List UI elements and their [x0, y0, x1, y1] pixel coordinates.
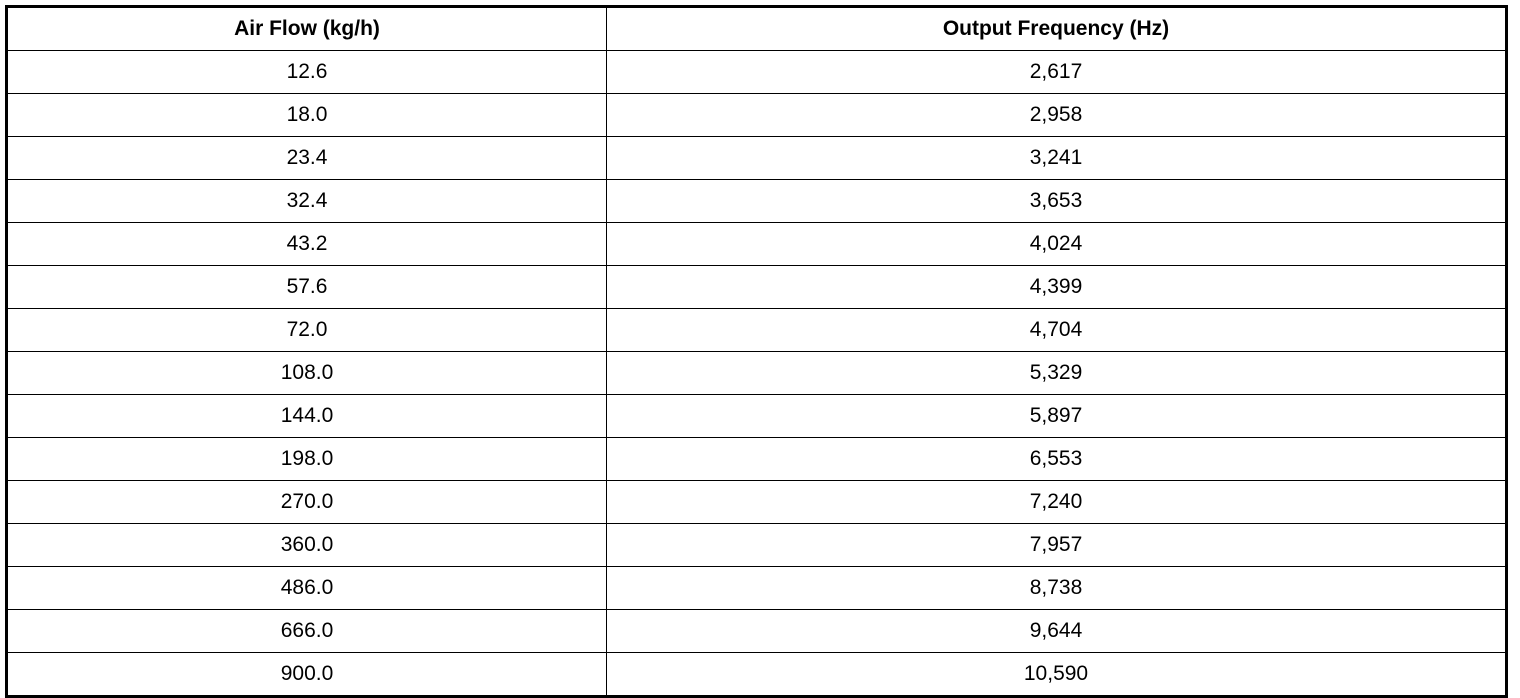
air-flow-cell: 18.0 — [6, 93, 607, 137]
air-flow-cell: 108.0 — [6, 351, 607, 395]
output-frequency-cell: 8,738 — [606, 566, 1507, 610]
output-frequency-cell: 3,653 — [606, 179, 1507, 223]
output-frequency-cell: 3,241 — [606, 136, 1507, 180]
table-row: 57.6 4,399 — [6, 265, 1507, 309]
table-row: 32.4 3,653 — [6, 179, 1507, 223]
output-frequency-cell: 4,024 — [606, 222, 1507, 266]
table-row: 72.0 4,704 — [6, 308, 1507, 352]
air-flow-cell: 57.6 — [6, 265, 607, 309]
table-row: 108.0 5,329 — [6, 351, 1507, 395]
output-frequency-cell: 4,399 — [606, 265, 1507, 309]
air-flow-cell: 144.0 — [6, 394, 607, 438]
air-flow-cell: 23.4 — [6, 136, 607, 180]
table-row: 144.0 5,897 — [6, 394, 1507, 438]
output-frequency-cell: 9,644 — [606, 609, 1507, 653]
table-row: 270.0 7,240 — [6, 480, 1507, 524]
header-output-frequency: Output Frequency (Hz) — [606, 6, 1507, 51]
table-row: 43.2 4,024 — [6, 222, 1507, 266]
table-row: 12.6 2,617 — [6, 50, 1507, 94]
output-frequency-cell: 4,704 — [606, 308, 1507, 352]
air-flow-cell: 43.2 — [6, 222, 607, 266]
output-frequency-cell: 2,958 — [606, 93, 1507, 137]
output-frequency-cell: 7,957 — [606, 523, 1507, 567]
air-flow-cell: 198.0 — [6, 437, 607, 481]
output-frequency-cell: 2,617 — [606, 50, 1507, 94]
table-row: 666.0 9,644 — [6, 609, 1507, 653]
output-frequency-cell: 7,240 — [606, 480, 1507, 524]
output-frequency-cell: 6,553 — [606, 437, 1507, 481]
airflow-frequency-table: Air Flow (kg/h) Output Frequency (Hz) 12… — [5, 5, 1508, 698]
table-row: 360.0 7,957 — [6, 523, 1507, 567]
table-row: 23.4 3,241 — [6, 136, 1507, 180]
table-row: 198.0 6,553 — [6, 437, 1507, 481]
output-frequency-cell: 5,329 — [606, 351, 1507, 395]
header-row: Air Flow (kg/h) Output Frequency (Hz) — [6, 6, 1507, 51]
air-flow-cell: 666.0 — [6, 609, 607, 653]
table-row: 486.0 8,738 — [6, 566, 1507, 610]
output-frequency-cell: 5,897 — [606, 394, 1507, 438]
air-flow-cell: 12.6 — [6, 50, 607, 94]
air-flow-cell: 32.4 — [6, 179, 607, 223]
table-row: 18.0 2,958 — [6, 93, 1507, 137]
air-flow-cell: 270.0 — [6, 480, 607, 524]
air-flow-cell: 72.0 — [6, 308, 607, 352]
air-flow-cell: 486.0 — [6, 566, 607, 610]
air-flow-cell: 360.0 — [6, 523, 607, 567]
header-air-flow: Air Flow (kg/h) — [6, 6, 607, 51]
